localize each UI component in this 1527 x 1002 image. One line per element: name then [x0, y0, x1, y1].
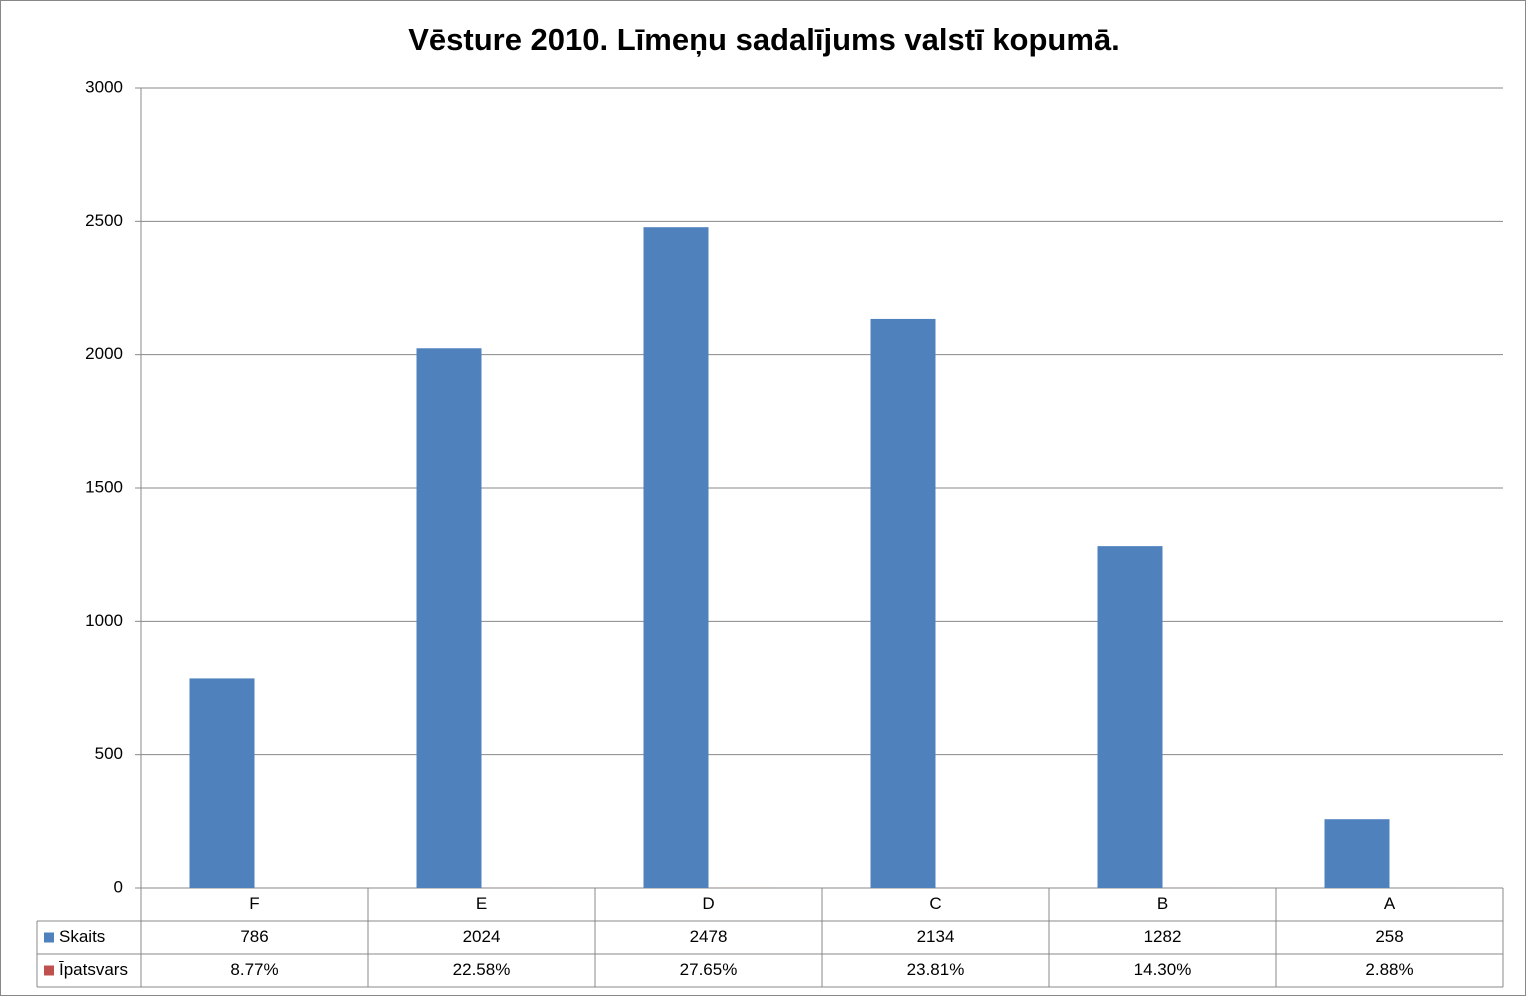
legend-label: Īpatsvars — [59, 960, 128, 979]
x-tick-label: A — [1384, 894, 1396, 913]
y-tick-label: 3000 — [85, 77, 123, 96]
table-value: 23.81% — [907, 960, 965, 979]
y-tick-label: 1500 — [85, 477, 123, 496]
x-tick-label: D — [702, 894, 714, 913]
bar — [871, 319, 936, 888]
y-tick-label: 1000 — [85, 611, 123, 630]
table-value: 2134 — [917, 927, 955, 946]
x-tick-label: C — [929, 894, 941, 913]
bar — [1325, 819, 1390, 888]
table-value: 22.58% — [453, 960, 511, 979]
y-tick-label: 0 — [114, 877, 123, 896]
table-value: 8.77% — [230, 960, 278, 979]
x-tick-label: B — [1157, 894, 1168, 913]
y-tick-label: 2000 — [85, 344, 123, 363]
bar — [190, 678, 255, 888]
table-value: 2478 — [690, 927, 728, 946]
table-value: 2024 — [463, 927, 501, 946]
y-tick-label: 2500 — [85, 211, 123, 230]
table-value: 258 — [1375, 927, 1403, 946]
chart-title: Vēsture 2010. Līmeņu sadalījums valstī k… — [408, 22, 1120, 57]
table-value: 27.65% — [680, 960, 738, 979]
bar — [417, 348, 482, 888]
table-value: 786 — [240, 927, 268, 946]
y-tick-label: 500 — [95, 744, 123, 763]
bar — [1098, 546, 1163, 888]
x-tick-label: E — [476, 894, 487, 913]
legend-key — [44, 933, 54, 943]
table-value: 2.88% — [1365, 960, 1413, 979]
x-tick-label: F — [249, 894, 259, 913]
legend-key — [44, 966, 54, 976]
table-value: 1282 — [1144, 927, 1182, 946]
bar — [644, 227, 709, 888]
table-value: 14.30% — [1134, 960, 1192, 979]
legend-label: Skaits — [59, 927, 105, 946]
